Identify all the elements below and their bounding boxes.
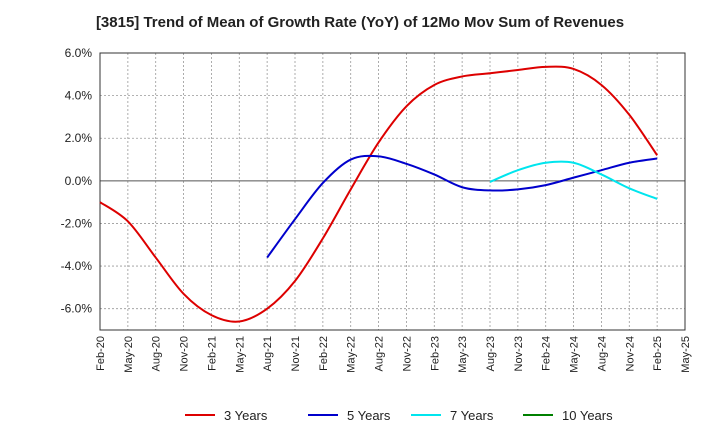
x-tick-label: May-21: [234, 336, 246, 373]
y-tick-label: 4.0%: [65, 89, 93, 103]
x-tick-label: Aug-24: [596, 336, 608, 371]
y-tick-label: 2.0%: [65, 131, 93, 145]
x-tick-label: May-20: [123, 336, 135, 373]
x-tick-label: May-23: [457, 336, 469, 373]
legend-label-10-years: 10 Years: [562, 408, 613, 423]
y-tick-label: -4.0%: [61, 259, 93, 273]
series-line-5-years: [266, 154, 658, 259]
grid: [100, 53, 685, 330]
x-tick-label: Nov-20: [179, 336, 191, 371]
plot-area: [99, 52, 686, 331]
series-line-7-years: [489, 160, 658, 200]
x-tick-label: Feb-21: [206, 336, 218, 371]
x-tick-label: Aug-20: [151, 336, 163, 371]
x-axis: Feb-20 May-20 Aug-20 Nov-20 Feb-21 May-21 Aug-…: [95, 336, 692, 373]
y-tick-label: -2.0%: [61, 216, 93, 230]
chart-title: [3815] Trend of Mean of Growth Rate (YoY…: [95, 14, 625, 31]
legend-label-5-years: 5 Years: [347, 408, 391, 423]
series-line-3-years: [99, 65, 658, 323]
x-tick-label: Feb-22: [318, 336, 330, 371]
legend-label-7-years: 7 Years: [450, 408, 494, 423]
x-tick-label: Aug-22: [374, 336, 386, 371]
series-lines: [99, 65, 658, 323]
x-tick-label: Aug-23: [485, 336, 497, 371]
x-tick-label: May-24: [569, 336, 581, 373]
legend: 3 Years 5 Years 7 Years 10 Years: [185, 408, 613, 423]
x-tick-label: Nov-24: [624, 336, 636, 371]
y-tick-label: 6.0%: [65, 46, 93, 60]
y-axis: 6.0% 4.0% 2.0% 0.0% -2.0% -4.0% -6.0%: [61, 46, 93, 316]
x-tick-label: May-22: [346, 336, 358, 373]
x-tick-label: Nov-21: [290, 336, 302, 371]
x-tick-label: May-25: [680, 336, 692, 373]
legend-label-3-years: 3 Years: [224, 408, 268, 423]
x-tick-label: Nov-23: [513, 336, 525, 371]
y-tick-label: 0.0%: [65, 174, 93, 188]
x-tick-label: Feb-23: [429, 336, 441, 371]
y-tick-label: -6.0%: [61, 302, 93, 316]
x-tick-label: Feb-25: [652, 336, 664, 371]
x-tick-label: Nov-22: [401, 336, 413, 371]
x-tick-label: Aug-21: [262, 336, 274, 371]
x-tick-label: Feb-20: [95, 336, 107, 371]
x-tick-label: Feb-24: [541, 336, 553, 371]
